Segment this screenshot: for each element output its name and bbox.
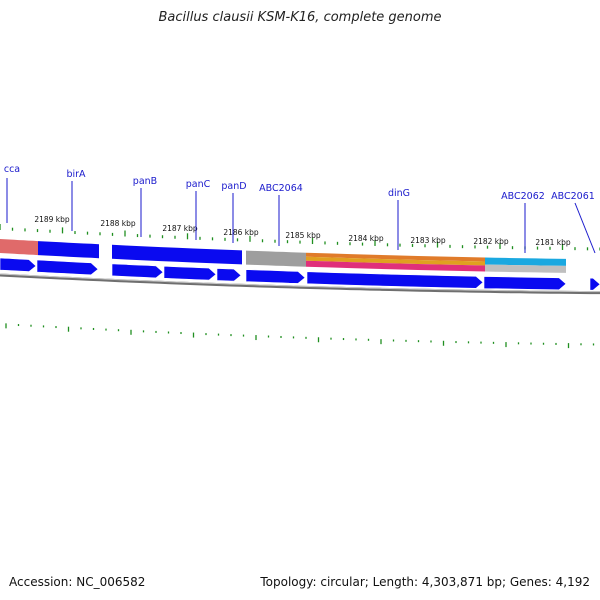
gene-arrow: [111, 263, 164, 279]
kbp-label: 2189 kbp: [34, 215, 70, 224]
gene-arrow: [245, 269, 306, 284]
genome-backbone-highlight: [0, 273, 600, 293]
feature-birA-top: [38, 241, 99, 259]
kbp-label: 2181 kbp: [535, 238, 571, 247]
feature-cca-top: [0, 239, 38, 256]
gene-label: panD: [221, 181, 246, 192]
gene-arrow: [483, 276, 567, 291]
kbp-label: 2185 kbp: [285, 231, 321, 240]
gene-arrow: [0, 257, 37, 272]
feature-dinG-orange: [306, 252, 485, 262]
gene-label-leader: [574, 202, 596, 254]
kbp-label: 2182 kbp: [473, 237, 509, 246]
feature-abc2062-cyan: [485, 257, 566, 266]
feature-abc2064-top: [246, 250, 306, 267]
kbp-label: 2188 kbp: [100, 219, 136, 228]
kbp-label: 2184 kbp: [348, 234, 384, 243]
gene-label: ABC2064: [259, 183, 303, 194]
gene-label: panC: [186, 179, 211, 190]
gene-arrow: [589, 277, 600, 291]
genome-backbone: [0, 273, 600, 295]
gene-label: ABC2062: [501, 191, 545, 202]
feature-dinG-pink: [306, 260, 485, 272]
gene-label: dinG: [388, 188, 410, 199]
gene-arrow: [36, 259, 99, 276]
gene-label: cca: [4, 164, 20, 175]
feature-abc2062-grey: [485, 264, 566, 273]
gene-label: panB: [133, 176, 157, 187]
gene-arrow: [216, 268, 242, 282]
kbp-label: 2186 kbp: [223, 228, 259, 237]
kbp-label: 2187 kbp: [162, 224, 198, 233]
gene-arrow: [163, 265, 217, 281]
feature-panBCD-top: [112, 244, 242, 265]
map-title: Bacillus clausii KSM-K16, complete genom…: [158, 10, 442, 25]
feature-dinG-gold: [306, 256, 485, 266]
gene-arrow: [306, 271, 484, 289]
accession-text: Accession: NC_006582: [9, 575, 146, 589]
genome-summary-text: Topology: circular; Length: 4,303,871 bp…: [260, 575, 590, 589]
gene-label: ABC2061: [551, 191, 595, 202]
kbp-label: 2183 kbp: [410, 236, 446, 245]
gene-label: birA: [66, 169, 86, 180]
